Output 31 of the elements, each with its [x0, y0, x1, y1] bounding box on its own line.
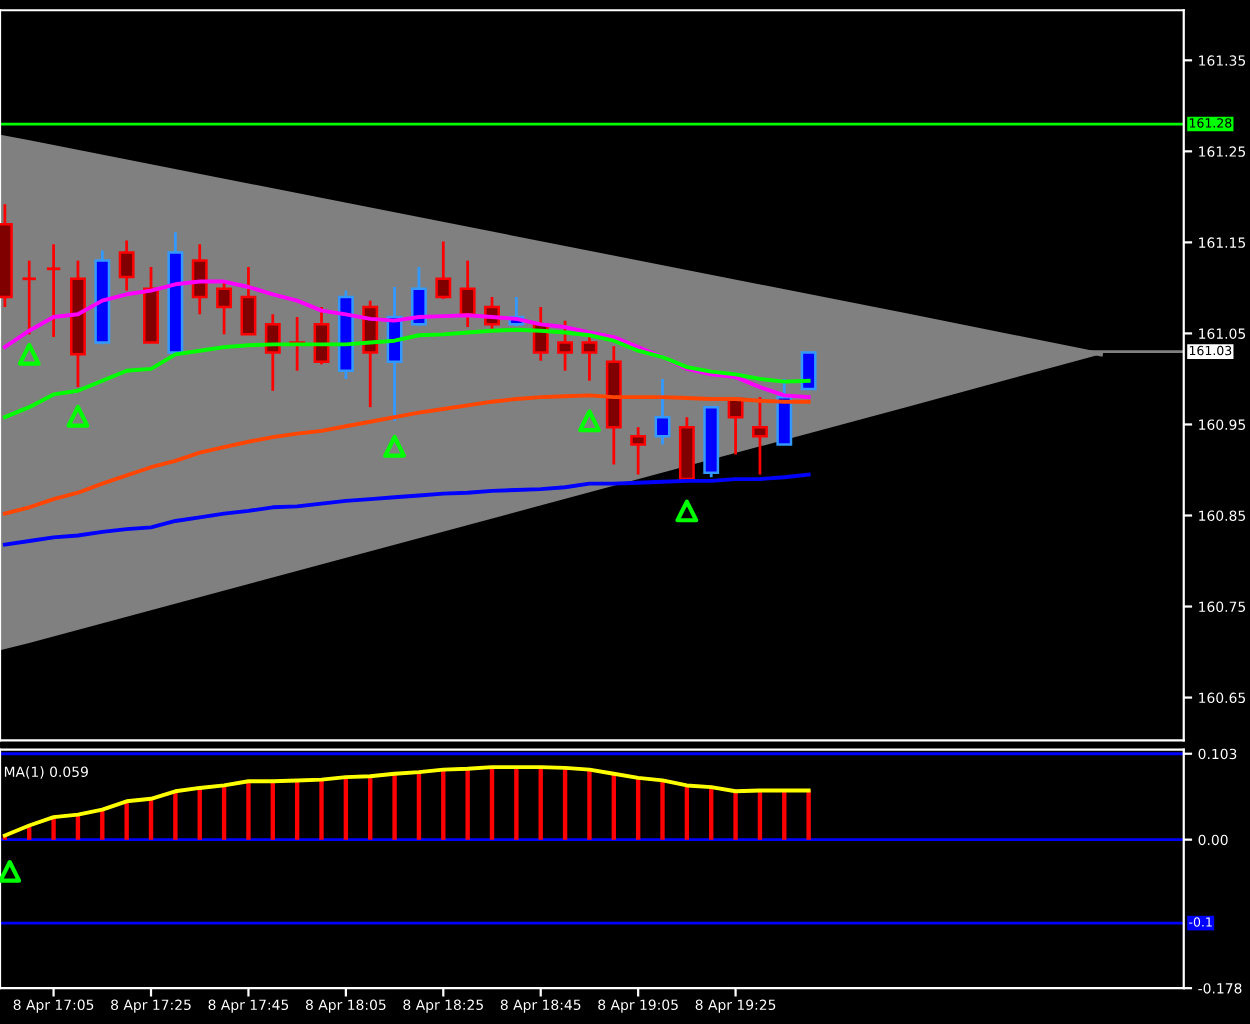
candlestick [581, 332, 598, 383]
candlestick [410, 265, 427, 328]
bar [465, 768, 470, 840]
candlestick [21, 259, 38, 336]
bar [660, 780, 665, 840]
line-series [2, 765, 811, 838]
candlestick [800, 351, 817, 391]
bar [806, 790, 811, 840]
candlestick [751, 395, 768, 476]
bar [124, 801, 129, 840]
bar [392, 773, 397, 840]
candlestick [45, 242, 62, 339]
candlestick [118, 239, 135, 293]
line-series [2, 472, 811, 547]
candlestick [264, 312, 281, 393]
bar [587, 769, 592, 840]
candlestick [776, 377, 793, 446]
bar [319, 779, 324, 840]
candlestick [459, 259, 476, 329]
bar [246, 781, 251, 840]
candlestick [216, 279, 233, 336]
bar [173, 791, 178, 840]
bar [733, 791, 738, 840]
candlestick [240, 265, 257, 336]
candlestick [557, 319, 574, 373]
candlestick [630, 425, 647, 476]
line-series [2, 393, 811, 516]
bar [514, 767, 519, 840]
candlestick [654, 377, 671, 446]
candlestick [191, 242, 208, 316]
candlestick [435, 240, 452, 301]
